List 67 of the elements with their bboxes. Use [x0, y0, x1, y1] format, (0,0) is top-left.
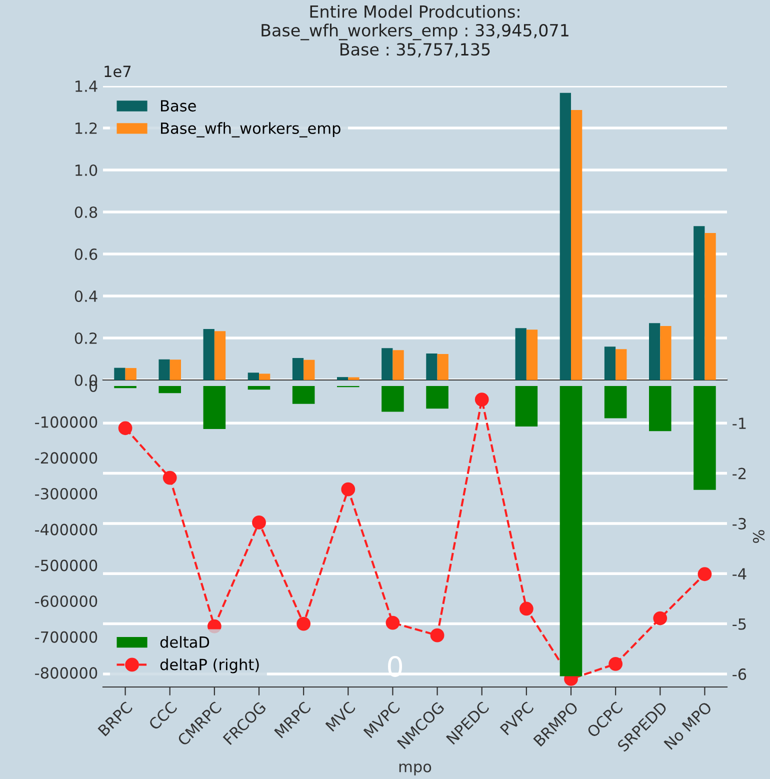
bar: [604, 346, 616, 380]
point: [474, 392, 489, 406]
y-tick-label: -700000: [35, 631, 98, 643]
y-tick-label: 0.8: [74, 206, 98, 218]
y-tick-label: 1.0: [76, 164, 98, 176]
legend-label: deltaD: [160, 636, 210, 648]
bar: [616, 349, 627, 380]
x-axis-title: mpo: [399, 764, 432, 776]
bar: [382, 348, 393, 380]
point: [430, 628, 444, 642]
y2-axis-title: %: [752, 530, 764, 543]
bar: [560, 92, 571, 380]
bar: [292, 358, 304, 380]
bar: [170, 360, 181, 380]
y-tick-label: -200000: [35, 452, 98, 464]
y-tick-label: 0.4: [74, 290, 98, 302]
point: [386, 616, 400, 630]
point: [162, 470, 177, 485]
y-tick-label: -300000: [35, 488, 98, 500]
legend-label: Base_wfh_workers_emp: [161, 122, 340, 138]
bar: [248, 372, 259, 380]
bar: [526, 330, 538, 380]
y-tick-label: 0.6: [74, 248, 98, 260]
point: [341, 482, 356, 496]
y2-tick-label: -2: [732, 468, 746, 480]
bar: [348, 377, 360, 380]
y-tick-label: 1.4: [76, 80, 98, 92]
y2-tick-label: -4: [732, 568, 746, 580]
bar: [125, 368, 136, 380]
point: [653, 611, 668, 626]
text: 1e7: [104, 66, 131, 78]
y2-tick-label: -5: [732, 618, 746, 630]
point: [698, 567, 712, 582]
bar: [649, 323, 660, 380]
point: [118, 421, 132, 436]
bar: [114, 368, 126, 380]
bar: [694, 226, 705, 380]
bar: [259, 374, 270, 380]
legend-label: deltaP (right): [160, 658, 259, 674]
y-tick-label: 1.2: [76, 122, 97, 134]
chart-title: Entire Model Prodcutions: Base_wfh_workers_emp : 33,945,071 Base : 35,757,135: [262, 4, 568, 58]
bar: [203, 328, 214, 380]
bar: [337, 377, 348, 380]
bar: [660, 326, 672, 380]
y-tick-label: -800000: [35, 667, 98, 679]
bar: [704, 233, 716, 380]
point: [608, 656, 623, 671]
y2-tick-label: -1: [732, 418, 746, 429]
bar: [158, 359, 170, 380]
point: [252, 516, 266, 530]
bar: [571, 110, 582, 380]
y2-tick-label: -6: [732, 668, 746, 680]
bar: [426, 354, 438, 380]
legend-label: Base: [161, 100, 196, 112]
y-tick-label: -600000: [35, 595, 98, 608]
y-tick-label: -400000: [35, 524, 98, 536]
y-tick-label: -100000: [35, 416, 98, 428]
bar: [214, 331, 226, 380]
bar: [392, 350, 404, 380]
bar: [515, 328, 526, 380]
point: [296, 616, 311, 631]
y-tick-label: -500000: [35, 560, 98, 572]
bar: [437, 354, 448, 380]
y2-tick-label: -3: [732, 518, 746, 530]
y-tick-label: 0.2: [74, 332, 97, 344]
bar: [304, 360, 315, 380]
point: [519, 602, 534, 616]
